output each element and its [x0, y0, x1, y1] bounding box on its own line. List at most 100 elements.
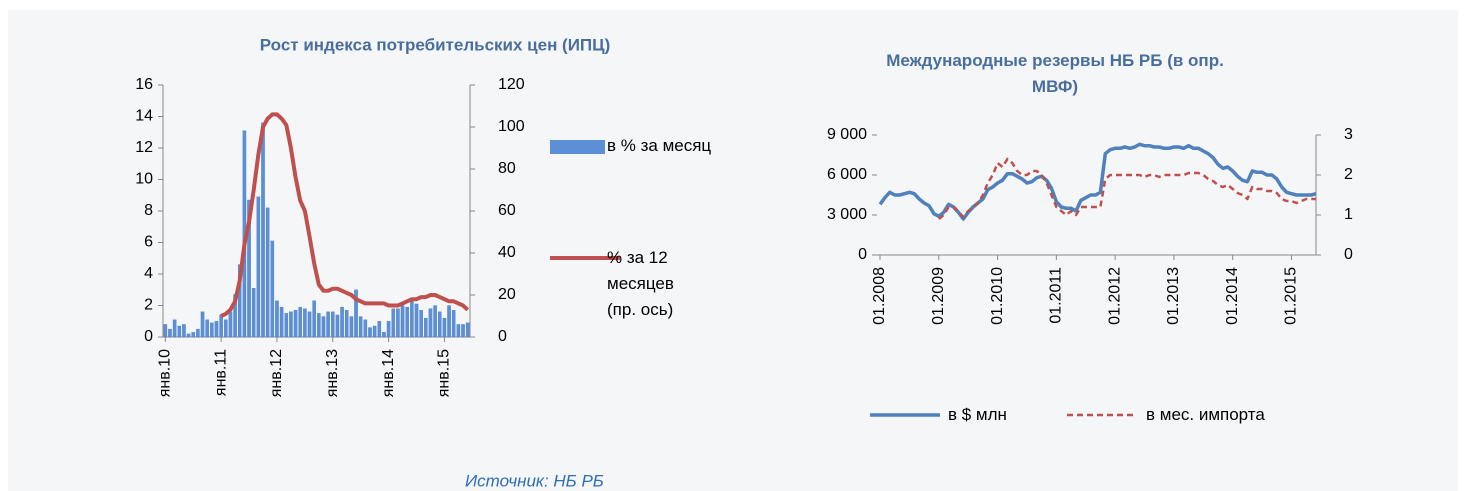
- bar: [382, 332, 386, 338]
- bar: [307, 311, 312, 338]
- bar: [186, 333, 191, 338]
- bar: [312, 300, 316, 338]
- y-tick-label: 12: [135, 139, 153, 156]
- bar: [396, 308, 400, 338]
- bar: [298, 306, 302, 338]
- bar: [335, 314, 340, 338]
- bar: [205, 319, 209, 338]
- bar: [228, 311, 233, 338]
- legend-label: в мес. импорта: [1146, 405, 1265, 424]
- y2-tick-label: 3: [1344, 126, 1353, 143]
- bar: [419, 310, 423, 338]
- bar: [210, 322, 214, 338]
- bar: [358, 316, 363, 338]
- bar: [410, 300, 414, 338]
- bar: [265, 207, 270, 338]
- bar: [303, 308, 307, 338]
- line: [878, 142, 1317, 221]
- bar: [321, 316, 326, 338]
- y2-tick-label: 0: [1344, 246, 1353, 263]
- bar: [437, 311, 442, 338]
- bar: [424, 317, 428, 338]
- x-tick-label: 01.2009: [930, 267, 947, 325]
- y-tick-label: 0: [144, 328, 153, 345]
- bar: [340, 306, 344, 338]
- bar: [182, 324, 186, 338]
- y2-tick-label: 0: [498, 328, 507, 345]
- y-tick-label: 3 000: [827, 206, 867, 223]
- line: [938, 157, 1316, 220]
- bar: [224, 319, 228, 338]
- y-tick-label: 10: [135, 171, 153, 188]
- x-tick-label: янв.13: [324, 349, 341, 397]
- y-tick-label: 4: [144, 265, 153, 282]
- bar: [172, 319, 177, 338]
- x-tick-label: янв.15: [436, 349, 453, 397]
- bar: [368, 327, 372, 338]
- bar: [428, 308, 433, 338]
- x-tick-label: 01.2012: [1106, 267, 1123, 325]
- y-tick-label: 16: [135, 76, 153, 93]
- bar: [200, 311, 205, 338]
- bar: [447, 305, 451, 338]
- legend-label: % за 12 месяцев (пр. ось): [607, 248, 674, 319]
- x-tick-label: янв.14: [380, 349, 397, 397]
- x-tick-label: 01.2011: [1048, 267, 1065, 324]
- y-tick-label: 8: [144, 202, 153, 219]
- bar: [344, 310, 349, 338]
- bar: [163, 324, 168, 338]
- bar: [414, 303, 419, 338]
- y-tick-label: 6 000: [827, 166, 867, 183]
- bar: [354, 289, 358, 338]
- y2-tick-label: 120: [498, 76, 525, 93]
- bar: [279, 306, 284, 338]
- bar: [433, 305, 437, 338]
- y2-tick-label: 20: [498, 286, 516, 303]
- y-tick-label: 6: [144, 234, 153, 251]
- bar: [284, 313, 289, 338]
- bar: [247, 199, 251, 338]
- bar: [372, 325, 377, 338]
- legend-label: в $ млн: [948, 405, 1007, 424]
- bar: [465, 322, 470, 338]
- bar: [331, 311, 335, 338]
- x-tick-label: 01.2010: [989, 267, 1006, 325]
- y-tick-label: 14: [135, 108, 153, 125]
- x-tick-label: 01.2014: [1224, 267, 1241, 325]
- chart-title: Международные резервы НБ РБ (в опр. МВФ): [886, 51, 1224, 96]
- bar: [251, 288, 256, 338]
- bar: [196, 328, 200, 338]
- y-tick-label: 9 000: [827, 126, 867, 143]
- source: Источник: НБ РБ: [465, 471, 604, 490]
- bar: [326, 311, 330, 338]
- bar: [461, 324, 465, 338]
- bar: [289, 311, 293, 338]
- bar: [270, 240, 275, 338]
- y2-tick-label: 60: [498, 202, 516, 219]
- y-tick-label: 2: [144, 297, 153, 314]
- bar: [237, 264, 242, 338]
- bar: [191, 332, 196, 338]
- bar: [219, 314, 223, 338]
- bar: [377, 321, 382, 338]
- legend-label: в % за месяц: [607, 136, 712, 155]
- legend-swatch: [550, 140, 605, 154]
- bar: [293, 310, 298, 338]
- y2-tick-label: 80: [498, 160, 516, 177]
- x-tick-label: 01.2015: [1283, 267, 1300, 325]
- bar: [405, 306, 409, 338]
- bar: [386, 321, 391, 338]
- bar: [261, 122, 265, 338]
- y2-tick-label: 2: [1344, 166, 1353, 183]
- y2-tick-label: 1: [1344, 206, 1353, 223]
- x-tick-label: янв.10: [157, 349, 174, 397]
- y-tick-label: 0: [858, 246, 867, 263]
- y2-tick-label: 40: [498, 244, 516, 261]
- y2-tick-label: 100: [498, 118, 525, 135]
- chart-title: Рост индекса потребительских цен (ИПЦ): [260, 35, 610, 54]
- bar: [256, 196, 261, 338]
- bar: [456, 324, 461, 338]
- x-tick-label: янв.12: [268, 349, 285, 397]
